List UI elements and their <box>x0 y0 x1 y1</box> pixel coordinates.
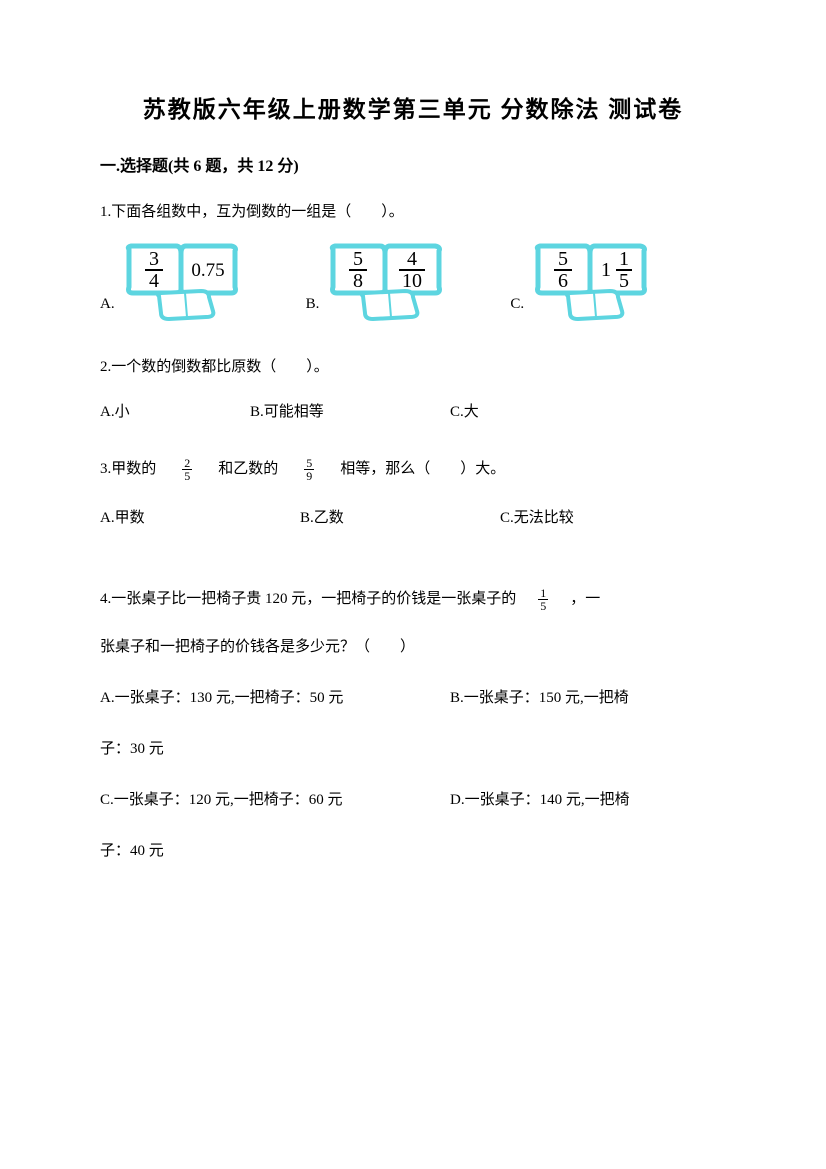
q2-options: A.小 B.可能相等 C.大 <box>100 396 726 429</box>
q3-optC: C.无法比较 <box>500 502 650 535</box>
q3-optB: B.乙数 <box>300 502 500 535</box>
q3-options: A.甲数 B.乙数 C.无法比较 <box>100 502 726 535</box>
svg-text:0.75: 0.75 <box>191 260 224 281</box>
q4-frac: 1 5 <box>538 587 548 612</box>
book-icon-b: 5 8 4 10 <box>325 241 455 321</box>
q3-text: 3.甲数的 2 5 和乙数的 5 9 相等，那么（ ）大。 <box>100 453 726 486</box>
question-4: 4.一张桌子比一把椅子贵 120 元，一把椅子的价钱是一张桌子的 1 5 ，一 … <box>100 575 726 875</box>
svg-text:1: 1 <box>619 248 629 270</box>
page-title: 苏教版六年级上册数学第三单元 分数除法 测试卷 <box>100 90 726 124</box>
q4-optB-p2: 子：30 元 <box>100 725 726 773</box>
q1-optC-label: C. <box>510 288 524 321</box>
svg-text:3: 3 <box>149 248 159 270</box>
question-3: 3.甲数的 2 5 和乙数的 5 9 相等，那么（ ）大。 A.甲数 B.乙数 … <box>100 453 726 535</box>
q4-line1: 4.一张桌子比一把椅子贵 120 元，一把椅子的价钱是一张桌子的 1 5 ，一 <box>100 575 726 623</box>
svg-text:5: 5 <box>558 248 568 270</box>
q4-optD-p2: 子：40 元 <box>100 827 726 875</box>
frac-den: 9 <box>304 470 314 482</box>
frac-num: 1 <box>538 587 548 600</box>
q1-options: A. 3 4 0.75 B. <box>100 241 726 321</box>
book-icon-c: 5 6 1 1 5 <box>530 241 660 321</box>
q4-optD-p1: D.一张桌子：140 元,一把椅 <box>450 773 700 827</box>
q1-optB-label: B. <box>306 288 320 321</box>
question-2: 2.一个数的倒数都比原数（ ）。 A.小 B.可能相等 C.大 <box>100 351 726 429</box>
q3-frac1: 2 5 <box>182 457 192 482</box>
book-icon-a: 3 4 0.75 <box>121 241 251 321</box>
question-1: 1.下面各组数中，互为倒数的一组是（ ）。 A. 3 4 0.75 <box>100 196 726 321</box>
q3-text-p1: 3.甲数的 <box>100 453 156 486</box>
svg-text:5: 5 <box>619 270 629 292</box>
q4-text-p3: 张桌子和一把椅子的价钱各是多少元？（ ） <box>100 623 726 671</box>
q4-optC: C.一张桌子：120 元,一把椅子：60 元 <box>100 773 450 827</box>
svg-text:4: 4 <box>407 248 417 270</box>
svg-text:8: 8 <box>353 270 363 292</box>
q2-optC: C.大 <box>450 396 600 429</box>
q4-optB-p1: B.一张桌子：150 元,一把椅 <box>450 671 700 725</box>
svg-text:1: 1 <box>601 259 611 281</box>
svg-text:4: 4 <box>149 270 159 292</box>
q4-options-row2: C.一张桌子：120 元,一把椅子：60 元 D.一张桌子：140 元,一把椅 <box>100 773 726 827</box>
q4-options-row1: A.一张桌子：130 元,一把椅子：50 元 B.一张桌子：150 元,一把椅 <box>100 671 726 725</box>
q4-text-p1: 4.一张桌子比一把椅子贵 120 元，一把椅子的价钱是一张桌子的 <box>100 575 516 623</box>
q3-text-p3: 相等，那么（ ）大。 <box>340 453 505 486</box>
q4-text-p2: ，一 <box>570 575 600 623</box>
q3-optA: A.甲数 <box>100 502 300 535</box>
q3-frac2: 5 9 <box>304 457 314 482</box>
frac-den: 5 <box>538 600 548 612</box>
q2-optB: B.可能相等 <box>250 396 450 429</box>
q2-text: 2.一个数的倒数都比原数（ ）。 <box>100 351 726 384</box>
q1-text: 1.下面各组数中，互为倒数的一组是（ ）。 <box>100 196 726 229</box>
svg-text:6: 6 <box>558 270 568 292</box>
q1-option-a: A. 3 4 0.75 <box>100 241 251 321</box>
frac-den: 5 <box>182 470 192 482</box>
q4-optA: A.一张桌子：130 元,一把椅子：50 元 <box>100 671 450 725</box>
q2-optA: A.小 <box>100 396 250 429</box>
q1-optA-label: A. <box>100 288 115 321</box>
q1-option-b: B. 5 8 4 10 <box>306 241 456 321</box>
svg-text:5: 5 <box>353 248 363 270</box>
svg-text:10: 10 <box>402 270 422 292</box>
q1-option-c: C. 5 6 1 1 5 <box>510 241 660 321</box>
section-1-header: 一.选择题(共 6 题，共 12 分) <box>100 152 726 176</box>
q3-text-p2: 和乙数的 <box>218 453 278 486</box>
